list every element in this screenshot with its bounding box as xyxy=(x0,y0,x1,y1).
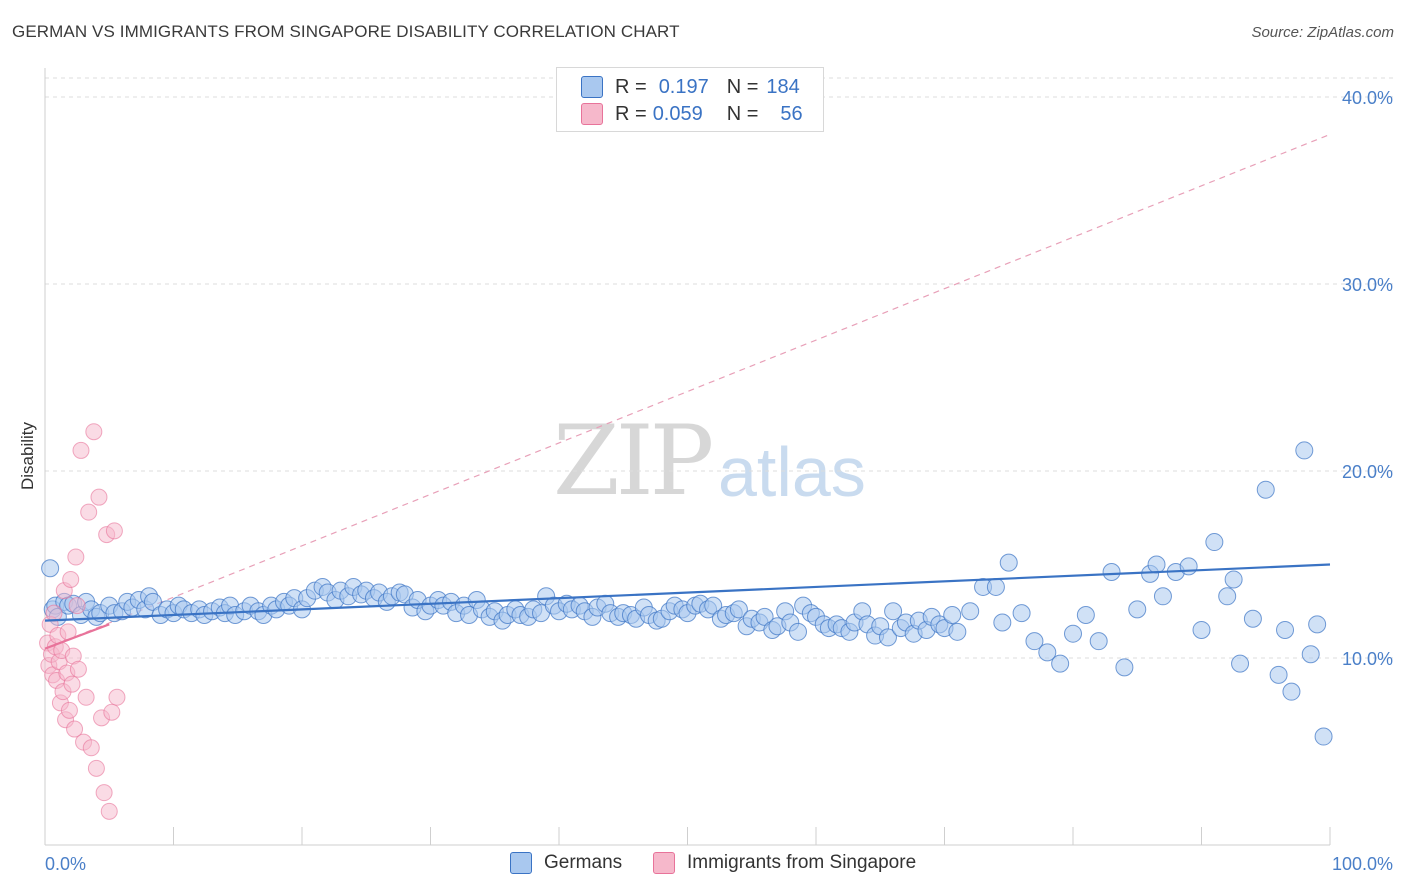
singapore-extended-trend xyxy=(44,133,1331,650)
singapore-trend-line xyxy=(44,623,110,650)
watermark-zip: ZIP xyxy=(553,405,714,517)
germans-label: Germans xyxy=(544,852,623,873)
germans-point xyxy=(1295,441,1314,460)
r-value: 0.197 xyxy=(658,75,709,98)
germans-point xyxy=(878,628,897,647)
r-label: R = xyxy=(615,102,647,125)
y-tick-label: 30.0% xyxy=(1342,275,1393,295)
germans-point xyxy=(1012,604,1031,623)
germans-point xyxy=(1051,654,1070,673)
legend-row-singapore: R = 0.059 N = 56 xyxy=(581,102,803,126)
germans-swatch xyxy=(581,76,603,98)
singapore-point xyxy=(100,802,118,820)
germans-point xyxy=(1276,620,1295,639)
germans-swatch xyxy=(510,852,532,874)
germans-point xyxy=(1089,632,1108,651)
singapore-point xyxy=(69,660,87,678)
germans-point xyxy=(999,553,1018,572)
x-tick-label: 100.0% xyxy=(1332,854,1393,874)
germans-point xyxy=(1218,587,1237,606)
germans-point xyxy=(884,602,903,621)
singapore-point xyxy=(72,441,90,459)
germans-point xyxy=(1243,609,1262,628)
singapore-swatch xyxy=(653,852,675,874)
x-tick-label: 0.0% xyxy=(45,854,86,874)
germans-point xyxy=(1128,600,1147,619)
r-value: 0.059 xyxy=(652,102,703,125)
singapore-point xyxy=(68,597,86,615)
singapore-label: Immigrants from Singapore xyxy=(687,852,917,873)
y-tick-label: 20.0% xyxy=(1342,462,1393,482)
germans-trend-line xyxy=(44,563,1331,622)
singapore-swatch xyxy=(581,103,603,125)
y-tick-label: 40.0% xyxy=(1342,88,1393,108)
germans-point xyxy=(41,559,60,578)
r-label: R = xyxy=(615,75,647,98)
source-label: Source: ZipAtlas.com xyxy=(1251,24,1394,41)
singapore-point xyxy=(67,548,85,566)
germans-point xyxy=(1301,645,1320,664)
singapore-point xyxy=(62,570,80,588)
singapore-point xyxy=(108,688,126,706)
germans-point xyxy=(943,605,962,624)
germans-point xyxy=(789,622,808,641)
germans-point xyxy=(986,577,1005,596)
germans-point xyxy=(1192,620,1211,639)
n-value: 184 xyxy=(766,75,800,98)
legend-item-singapore[interactable]: Immigrants from Singapore xyxy=(653,852,916,874)
germans-point xyxy=(993,613,1012,632)
germans-point xyxy=(1256,480,1275,499)
germans-point xyxy=(1153,587,1172,606)
chart-title: GERMAN VS IMMIGRANTS FROM SINGAPORE DISA… xyxy=(12,22,680,41)
germans-point xyxy=(1314,727,1333,746)
germans-point xyxy=(1231,654,1250,673)
watermark-atlas: atlas xyxy=(718,433,866,511)
germans-point xyxy=(1076,605,1095,624)
singapore-point xyxy=(66,720,84,738)
singapore-point xyxy=(60,701,78,719)
singapore-point xyxy=(85,423,103,441)
germans-point xyxy=(1224,570,1243,589)
germans-point xyxy=(1025,632,1044,651)
singapore-point xyxy=(87,759,105,777)
n-value: 56 xyxy=(780,102,803,125)
germans-point xyxy=(1179,557,1198,576)
singapore-point xyxy=(77,688,95,706)
singapore-point xyxy=(95,784,113,802)
germans-point xyxy=(1115,658,1134,677)
singapore-point xyxy=(45,604,63,622)
singapore-point xyxy=(105,522,123,540)
correlation-legend: R = 0.197 N = 184 R = 0.059 N = 56 xyxy=(556,67,824,132)
germans-point xyxy=(1147,555,1166,574)
germans-point xyxy=(1308,615,1327,634)
germans-point xyxy=(1102,562,1121,581)
legend-item-germans[interactable]: Germans xyxy=(510,852,622,874)
y-tick-label: 10.0% xyxy=(1342,649,1393,669)
n-label: N = xyxy=(726,102,759,125)
singapore-point xyxy=(82,739,100,757)
germans-point xyxy=(729,600,748,619)
germans-point xyxy=(1269,665,1288,684)
y-axis-label: Disability xyxy=(18,421,37,491)
singapore-point xyxy=(103,703,121,721)
germans-point xyxy=(1282,682,1301,701)
singapore-point xyxy=(80,503,98,521)
germans-point xyxy=(948,622,967,641)
n-label: N = xyxy=(726,75,759,98)
singapore-point xyxy=(63,675,81,693)
germans-point xyxy=(961,602,980,621)
germans-point xyxy=(1038,643,1057,662)
singapore-point xyxy=(90,488,108,506)
germans-point xyxy=(1205,533,1224,552)
series-legend: Germans Immigrants from Singapore xyxy=(0,852,1406,878)
legend-row-germans: R = 0.197 N = 184 xyxy=(581,75,800,99)
germans-point xyxy=(1064,624,1082,643)
